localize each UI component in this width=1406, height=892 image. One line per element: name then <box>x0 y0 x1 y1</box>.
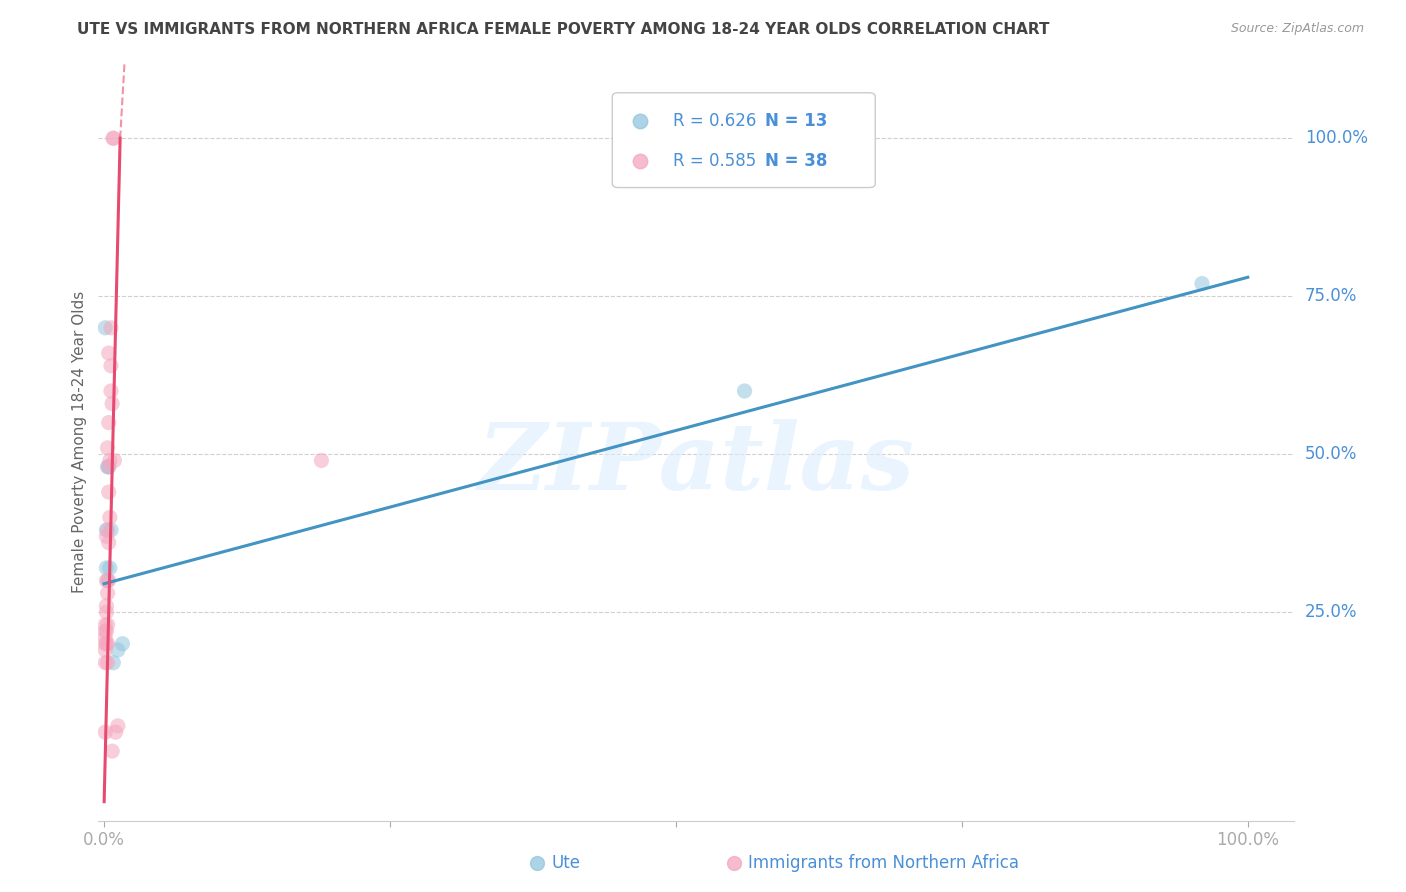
Point <box>526 856 548 871</box>
Point <box>101 396 124 410</box>
Point <box>103 131 125 145</box>
Point <box>100 523 122 537</box>
Point <box>96 599 118 613</box>
Point <box>96 561 118 575</box>
Point <box>107 719 129 733</box>
Text: Ute: Ute <box>551 855 581 872</box>
Point <box>97 459 120 474</box>
Point <box>100 384 122 398</box>
Point <box>97 574 120 588</box>
FancyBboxPatch shape <box>613 93 876 187</box>
Point <box>94 637 117 651</box>
Point <box>94 624 117 639</box>
Point <box>98 561 121 575</box>
Point <box>94 320 117 334</box>
Point <box>612 180 634 194</box>
Point <box>311 453 333 467</box>
Point <box>723 856 745 871</box>
Point <box>98 510 121 524</box>
Text: 100.0%: 100.0% <box>1305 129 1368 147</box>
Point <box>97 574 120 588</box>
Point <box>97 416 120 430</box>
Point <box>97 523 120 537</box>
Point <box>94 617 117 632</box>
Point <box>97 459 120 474</box>
Text: UTE VS IMMIGRANTS FROM NORTHERN AFRICA FEMALE POVERTY AMONG 18-24 YEAR OLDS CORR: UTE VS IMMIGRANTS FROM NORTHERN AFRICA F… <box>77 22 1050 37</box>
Y-axis label: Female Poverty Among 18-24 Year Olds: Female Poverty Among 18-24 Year Olds <box>72 291 87 592</box>
Text: 25.0%: 25.0% <box>1305 603 1357 621</box>
Text: R = 0.626: R = 0.626 <box>673 112 756 130</box>
Point <box>96 529 118 543</box>
Text: R = 0.585: R = 0.585 <box>673 152 756 170</box>
Point <box>100 359 122 373</box>
Point <box>734 384 756 398</box>
Point <box>97 346 120 360</box>
Text: 50.0%: 50.0% <box>1305 445 1357 463</box>
Text: 75.0%: 75.0% <box>1305 287 1357 305</box>
Point <box>1191 277 1213 291</box>
Point <box>97 586 120 600</box>
Point <box>97 637 120 651</box>
Point <box>96 624 118 639</box>
Point <box>96 637 118 651</box>
Point <box>94 725 117 739</box>
Point <box>97 535 120 549</box>
Point <box>97 441 120 455</box>
Point <box>103 656 125 670</box>
Point <box>96 574 118 588</box>
Point <box>94 631 117 645</box>
Text: N = 13: N = 13 <box>765 112 828 130</box>
Point <box>101 744 124 758</box>
Point <box>97 617 120 632</box>
Point <box>94 643 117 657</box>
Point <box>104 725 127 739</box>
Point <box>94 656 117 670</box>
Point <box>96 523 118 537</box>
Text: Source: ZipAtlas.com: Source: ZipAtlas.com <box>1230 22 1364 36</box>
Point <box>97 459 120 474</box>
Point <box>103 453 125 467</box>
Point <box>98 453 121 467</box>
Text: ZIPatlas: ZIPatlas <box>478 419 914 509</box>
Point <box>103 131 125 145</box>
Point <box>96 605 118 619</box>
Point <box>111 637 134 651</box>
Point <box>107 643 129 657</box>
Point <box>97 485 120 500</box>
Point <box>612 213 634 227</box>
Point <box>97 656 120 670</box>
Point <box>100 320 122 334</box>
Text: Immigrants from Northern Africa: Immigrants from Northern Africa <box>748 855 1019 872</box>
Text: N = 38: N = 38 <box>765 152 828 170</box>
